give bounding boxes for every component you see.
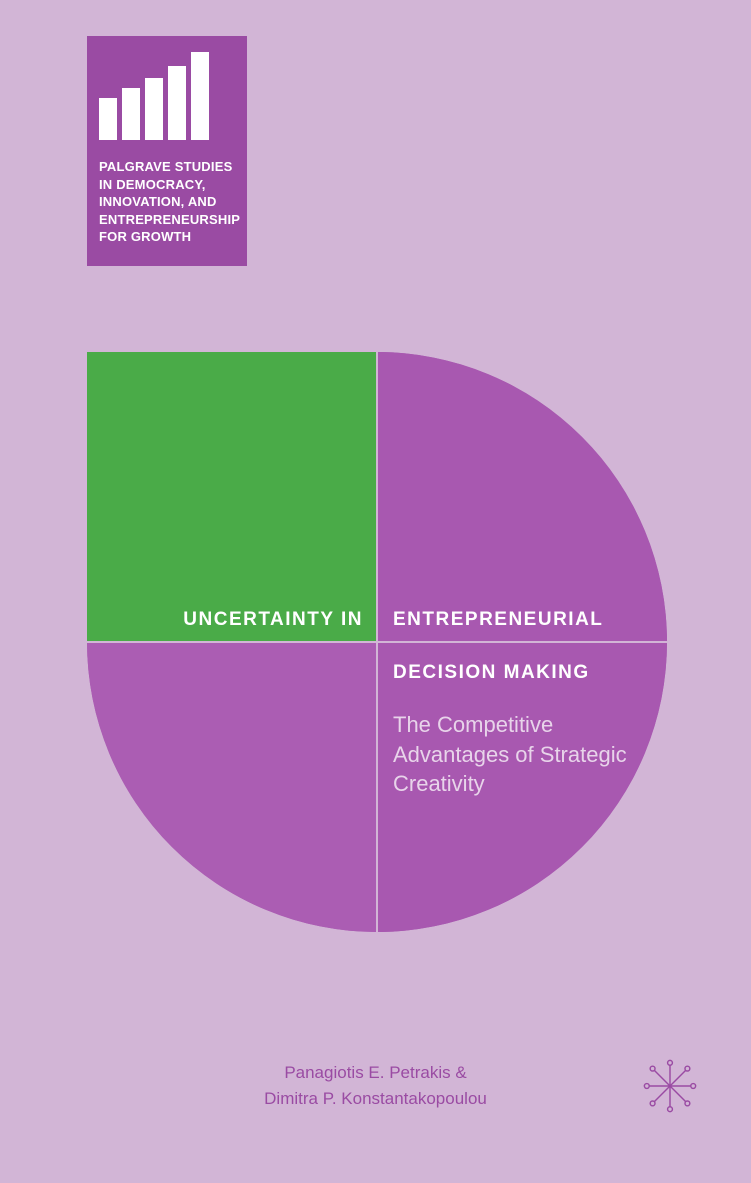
subtitle: The Competitive Advantages of Strategic …	[393, 710, 633, 799]
bar	[99, 98, 117, 140]
quadrant-bottom-left	[87, 642, 377, 932]
bar	[122, 88, 140, 140]
quadrant-top-right	[377, 352, 667, 642]
bar-chart-icon	[99, 50, 235, 140]
author-line-1: Panagiotis E. Petrakis &	[0, 1060, 751, 1086]
title-part-right-1: ENTREPRENEURIAL	[393, 609, 603, 631]
bar	[168, 66, 186, 140]
author-line-2: Dimitra P. Konstantakopoulou	[0, 1086, 751, 1112]
title-part-left: UNCERTAINTY IN	[87, 609, 363, 631]
authors: Panagiotis E. Petrakis & Dimitra P. Kons…	[0, 1060, 751, 1111]
green-square	[87, 352, 377, 642]
series-badge: PALGRAVE STUDIES IN DEMOCRACY, INNOVATIO…	[87, 36, 247, 266]
bar	[191, 52, 209, 140]
publisher-logo-icon	[641, 1057, 699, 1115]
title-part-right-2: DECISION MAKING	[393, 662, 590, 684]
divider-vertical	[376, 352, 378, 932]
cover-graphic: UNCERTAINTY IN ENTREPRENEURIAL DECISION …	[87, 352, 667, 932]
bar	[145, 78, 163, 140]
series-title: PALGRAVE STUDIES IN DEMOCRACY, INNOVATIO…	[99, 158, 235, 246]
